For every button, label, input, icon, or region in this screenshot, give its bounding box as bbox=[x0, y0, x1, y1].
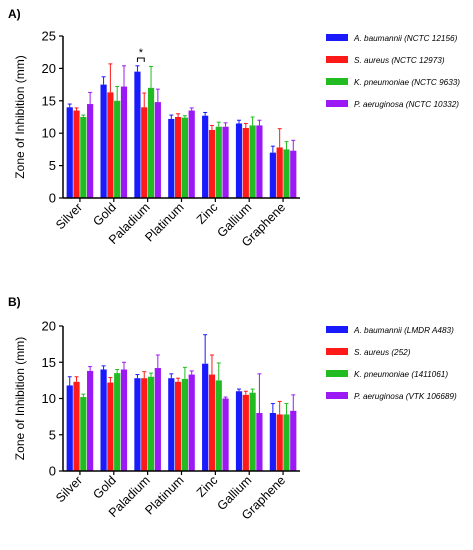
y-tick-label: 5 bbox=[49, 158, 56, 173]
legend-label: S. aureus (NCTC 12973) bbox=[354, 56, 445, 65]
y-tick-label: 0 bbox=[49, 464, 56, 479]
bar bbox=[114, 373, 121, 472]
bar bbox=[249, 392, 256, 471]
bar bbox=[168, 118, 175, 198]
bar bbox=[87, 104, 94, 198]
x-tick-label: Zinc bbox=[194, 473, 221, 500]
legend-swatch bbox=[326, 392, 348, 399]
x-tick-label: Silver bbox=[53, 473, 85, 505]
bar bbox=[215, 126, 222, 198]
bar bbox=[100, 369, 107, 471]
bar bbox=[276, 147, 283, 198]
legend-label: A. baumannii (NCTC 12156) bbox=[353, 34, 458, 43]
bar bbox=[66, 107, 73, 198]
bar bbox=[73, 110, 80, 198]
bar bbox=[80, 117, 87, 198]
bar bbox=[283, 149, 290, 198]
bar bbox=[202, 115, 209, 198]
significance-marker: * bbox=[139, 47, 144, 59]
bar bbox=[147, 87, 155, 198]
bar bbox=[175, 117, 182, 198]
bar bbox=[208, 129, 216, 198]
x-tick-label: Zinc bbox=[194, 200, 221, 227]
bar bbox=[134, 71, 141, 198]
bar bbox=[256, 413, 263, 471]
bar bbox=[154, 102, 161, 198]
legend-swatch bbox=[326, 348, 348, 355]
bar bbox=[202, 363, 209, 471]
legend-swatch bbox=[326, 100, 348, 107]
legend-swatch bbox=[326, 78, 348, 85]
bar bbox=[188, 374, 195, 471]
bar bbox=[66, 385, 73, 471]
bar bbox=[147, 376, 155, 471]
y-tick-label: 25 bbox=[42, 29, 56, 44]
bar bbox=[141, 107, 148, 198]
panel-b-label: B) bbox=[8, 295, 21, 309]
legend-swatch bbox=[326, 370, 348, 377]
y-tick-label: 5 bbox=[49, 427, 56, 442]
x-tick-label: Silver bbox=[53, 200, 85, 232]
bar bbox=[269, 152, 276, 198]
bar bbox=[141, 378, 148, 471]
bar bbox=[80, 397, 87, 471]
bar bbox=[235, 123, 243, 198]
chart-panel-a: 0 5 10 15 20 25 Zone of Inhibition (mm) Silver G… bbox=[13, 29, 460, 250]
bar bbox=[154, 368, 161, 471]
x-tick-label: Gold bbox=[90, 200, 119, 229]
panel-a-label: A) bbox=[8, 7, 21, 21]
bar bbox=[107, 92, 114, 198]
bar bbox=[249, 125, 256, 198]
bar bbox=[175, 381, 182, 471]
legend-label: K. pneumoniae (NCTC 9633) bbox=[354, 78, 460, 87]
bar bbox=[73, 381, 80, 471]
y-tick-label: 20 bbox=[42, 61, 56, 76]
legend-label: S. aureus (252) bbox=[354, 348, 411, 357]
legend-label: K. pneumoniae (1411061) bbox=[354, 370, 448, 379]
y-tick-label: 20 bbox=[42, 319, 56, 334]
bar bbox=[107, 382, 114, 471]
bar bbox=[208, 374, 216, 471]
bar bbox=[168, 378, 175, 471]
legend-swatch bbox=[326, 34, 348, 41]
bar bbox=[114, 100, 121, 198]
y-axis-label: Zone of Inhibition (mm) bbox=[13, 55, 27, 178]
legend-label: A. baumannii (LMDR A483) bbox=[353, 326, 454, 335]
bar bbox=[222, 398, 229, 471]
bar bbox=[283, 414, 290, 471]
legend-swatch bbox=[326, 56, 348, 63]
bar bbox=[242, 394, 249, 472]
y-tick-label: 15 bbox=[42, 355, 56, 370]
bar bbox=[215, 380, 222, 472]
bar bbox=[222, 126, 229, 198]
bar bbox=[235, 391, 243, 471]
y-axis-label: Zone of Inhibition (mm) bbox=[13, 337, 27, 460]
bar bbox=[188, 110, 195, 198]
chart-panel-b: 0 5 10 15 20 Zone of Inhibition (mm) Silver Gol… bbox=[13, 319, 457, 523]
legend-label: P. aeruginosa (VTK 106689) bbox=[354, 392, 457, 401]
legend-label: P. aeruginosa (NCTC 10332) bbox=[354, 100, 459, 109]
bar bbox=[276, 414, 283, 471]
y-tick-label: 15 bbox=[42, 93, 56, 108]
bar bbox=[100, 84, 107, 198]
bar bbox=[256, 125, 263, 198]
bar bbox=[134, 378, 141, 471]
y-tick-label: 0 bbox=[49, 191, 56, 206]
bar bbox=[181, 378, 188, 471]
significance-bracket bbox=[136, 57, 145, 63]
bar bbox=[242, 128, 249, 198]
legend-swatch bbox=[326, 326, 348, 333]
y-tick-label: 10 bbox=[42, 391, 56, 406]
bar bbox=[120, 86, 128, 198]
x-tick-label: Gold bbox=[90, 473, 119, 502]
y-tick-label: 10 bbox=[42, 126, 56, 141]
bar bbox=[269, 413, 276, 471]
bar bbox=[87, 370, 94, 471]
bar bbox=[290, 150, 297, 198]
bar bbox=[290, 410, 297, 471]
bar bbox=[181, 117, 188, 198]
bar bbox=[120, 369, 128, 471]
